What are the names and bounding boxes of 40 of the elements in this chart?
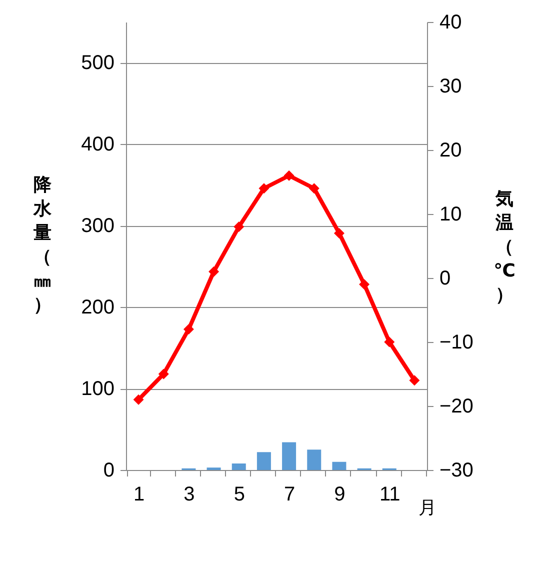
y-tick-label: 100: [81, 378, 114, 400]
point: [133, 394, 144, 405]
x-tick-label: 11: [379, 484, 400, 506]
point: [284, 170, 294, 181]
bar: [307, 450, 322, 470]
point: [208, 266, 220, 277]
y2-tick-label: −30: [440, 460, 474, 482]
bar: [332, 462, 346, 470]
bar: [282, 442, 296, 470]
point: [158, 368, 169, 380]
x-tick-label: 7: [284, 484, 296, 506]
point: [183, 324, 194, 334]
y2-tick-label: 0: [440, 268, 451, 290]
y-tick-label: 200: [81, 296, 114, 319]
y-tick-label: 300: [81, 215, 114, 238]
bar: [232, 463, 246, 470]
x-tick-label: 5: [234, 484, 245, 506]
y-axis-title: 降水量（㎜）: [32, 174, 52, 314]
bar: [256, 452, 271, 470]
point: [308, 183, 320, 194]
point: [234, 222, 244, 232]
y2-tick-label: −10: [440, 332, 474, 354]
point: [258, 183, 270, 194]
x-tick-label: 9: [334, 484, 346, 506]
x-tick-label: 1: [133, 484, 145, 506]
y2-tick-label: 30: [440, 76, 462, 98]
point: [334, 228, 344, 238]
y2-axis-title: 気温（℃）: [494, 188, 516, 304]
y2-tick-label: −20: [440, 396, 474, 418]
point: [384, 336, 395, 348]
y-tick-label: 0: [103, 460, 114, 482]
y2-tick-label: 40: [440, 12, 462, 34]
x-axis-title: 月: [418, 498, 436, 518]
point: [359, 279, 370, 290]
x-tick-label: 3: [184, 484, 195, 506]
y-tick-label: 500: [81, 52, 114, 74]
y-tick-label: 400: [81, 134, 114, 156]
point: [409, 375, 420, 386]
y2-tick-label: 10: [440, 204, 462, 226]
y2-tick-label: 20: [440, 140, 462, 162]
